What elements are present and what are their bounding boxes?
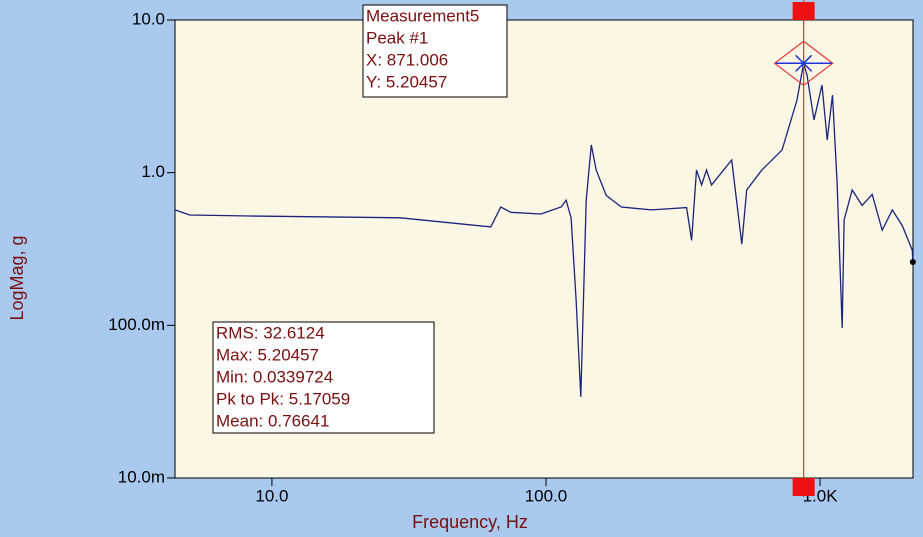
- x-axis-label: Frequency, Hz: [412, 512, 528, 532]
- x-tick-label: 10.0: [255, 486, 288, 505]
- stats-box-line: Pk to Pk: 5.17059: [216, 389, 350, 408]
- stats-box: [212, 321, 435, 434]
- stats-box-line: RMS: 32.6124: [216, 323, 325, 342]
- stats-box-line: Mean: 0.76641: [216, 411, 329, 430]
- peak-cross: [775, 54, 832, 72]
- cursor-handle-bottom: [792, 478, 815, 496]
- stats-box-line: Min: 0.0339724: [216, 367, 333, 386]
- y-tick-label: 100.0m: [108, 315, 165, 334]
- y-tick-label: 10.0m: [118, 467, 165, 486]
- cursor-handle-top: [792, 2, 815, 20]
- peak-box-line: Measurement5: [366, 6, 479, 25]
- peak-box-line: Peak #1: [366, 28, 428, 47]
- peak-box-line: X: 871.006: [366, 50, 448, 69]
- peak-box: [362, 4, 508, 98]
- y-tick-label: 1.0: [141, 162, 165, 181]
- end-point: [909, 258, 916, 265]
- y-axis-label: LogMag, g: [7, 235, 27, 320]
- peak-diamond: [773, 40, 834, 87]
- x-tick-label: 100.0: [525, 486, 568, 505]
- y-tick-label: 10.0: [132, 9, 165, 28]
- data-line: [174, 63, 914, 397]
- stats-box-line: Max: 5.20457: [216, 345, 319, 364]
- peak-box-line: Y: 5.20457: [366, 72, 447, 91]
